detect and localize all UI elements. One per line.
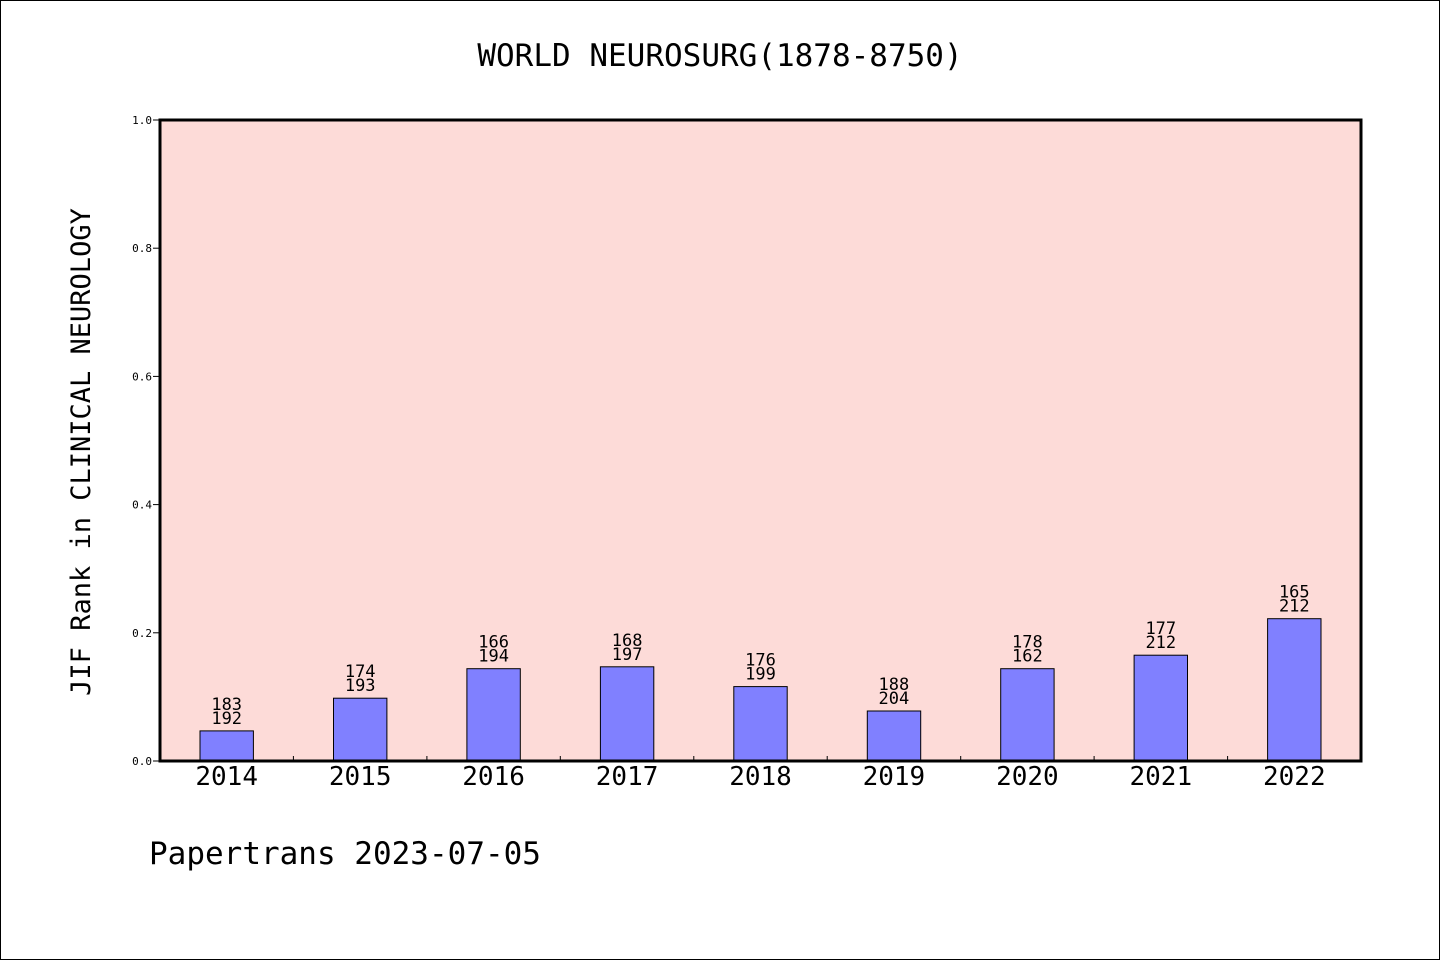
bar-total-label: 197 [612, 645, 643, 665]
bar-rank-label: 177 [1145, 619, 1176, 639]
bar-total-label: 204 [879, 689, 910, 709]
bar-2021 [1133, 654, 1188, 762]
x-tick-label: 2022 [1263, 762, 1326, 792]
y-tick-label: 0.2 [132, 627, 152, 640]
y-axis-label: JIF Rank in CLINICAL NEUROLOGY [66, 208, 97, 696]
bar-2019 [866, 710, 922, 762]
y-tick-label: 1.0 [132, 114, 152, 127]
plot-frame [158, 118, 1363, 763]
bar-2020 [1000, 668, 1055, 762]
bar-2018 [733, 686, 788, 762]
bar-rank-label: 166 [478, 633, 509, 653]
plot-area [160, 120, 1361, 761]
bar-total-label: 162 [1012, 647, 1043, 667]
y-tick-label: 0.6 [132, 370, 152, 383]
y-tick-label: 0.0 [132, 755, 152, 768]
x-tick-label: 2019 [863, 762, 926, 792]
x-tick-label: 2021 [1129, 762, 1192, 792]
y-tick-label: 0.8 [132, 242, 152, 255]
bar-2022 [1267, 618, 1322, 762]
bar-total-label: 193 [345, 676, 376, 696]
x-tick-label: 2016 [462, 762, 525, 792]
bar-total-label: 212 [1145, 633, 1176, 653]
bar-total-label: 212 [1279, 597, 1310, 617]
bar-rank-label: 183 [211, 695, 242, 715]
footer-credit: Papertrans 2023-07-05 [149, 836, 541, 872]
bar-rank-label: 178 [1012, 633, 1043, 653]
bar-2015 [333, 697, 388, 762]
bar-2017 [599, 666, 655, 762]
bar-total-label: 199 [745, 665, 776, 685]
y-tick-label: 0.4 [132, 499, 152, 512]
bar-total-label: 194 [478, 647, 509, 667]
bar-2016 [466, 668, 521, 762]
bar-rank-label: 174 [345, 662, 376, 682]
bar-rank-label: 165 [1279, 583, 1310, 603]
bar-total-label: 192 [211, 709, 242, 729]
bar-rank-label: 176 [745, 651, 776, 671]
bar-2014 [199, 730, 254, 762]
x-tick-label: 2017 [596, 762, 659, 792]
x-tick-label: 2014 [195, 762, 258, 792]
x-tick-label: 2020 [996, 762, 1059, 792]
x-tick-label: 2018 [729, 762, 792, 792]
x-tick-label: 2015 [329, 762, 392, 792]
bar-rank-label: 168 [612, 631, 643, 651]
bar-rank-label: 188 [879, 675, 910, 695]
ticks-layer: 2014 2015 2016 2017 2018 2019 2020 2021 2022 0.0 0… [132, 114, 1325, 792]
chart-title: WORLD NEUROSURG(1878-8750) [477, 38, 962, 74]
